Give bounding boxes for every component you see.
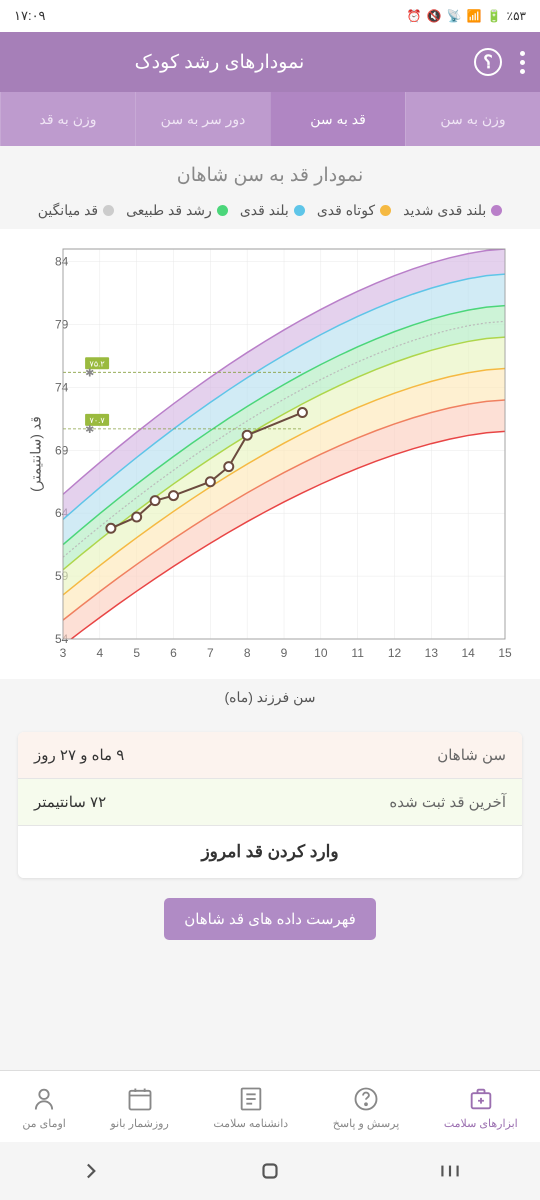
growth-chart[interactable]: قد (سانتیمتر) 54596469747984345678910111… xyxy=(0,229,540,679)
legend-item: قد میانگین xyxy=(38,202,114,219)
svg-text:74: 74 xyxy=(55,380,69,394)
y-axis-label: قد (سانتیمتر) xyxy=(27,416,44,492)
x-axis-label: سن فرزند (ماه) xyxy=(0,679,540,720)
nav-health-tools[interactable]: ابزارهای سلامت xyxy=(444,1084,518,1130)
battery-icon: 🔋 xyxy=(487,9,502,23)
info-card: سن شاهان ۹ ماه و ۲۷ روز آخرین قد ثبت شده… xyxy=(18,732,522,878)
wifi-icon: 📡 xyxy=(447,9,462,23)
recents-button[interactable] xyxy=(437,1158,463,1184)
svg-text:10: 10 xyxy=(314,646,328,660)
chart-title: نمودار قد به سن شاهان xyxy=(0,146,540,197)
home-button[interactable] xyxy=(257,1158,283,1184)
mute-icon: 🔇 xyxy=(427,9,442,23)
svg-text:6: 6 xyxy=(170,646,177,660)
svg-text:5: 5 xyxy=(133,646,140,660)
profile-icon xyxy=(29,1084,59,1114)
svg-text:79: 79 xyxy=(55,317,69,331)
legend-item: کوتاه قدی xyxy=(317,202,391,219)
chart-svg: 545964697479843456789101112131415۷۵.۲✱۷۰… xyxy=(10,239,520,669)
bottom-nav: ابزارهای سلامت پرسش و پاسخ دانشنامه سلام… xyxy=(0,1070,540,1142)
svg-text:9: 9 xyxy=(281,646,288,660)
nav-calendar[interactable]: روزشمار بانو xyxy=(110,1084,168,1130)
alarm-icon: ⏰ xyxy=(407,9,422,23)
app-header: ؟ نمودارهای رشد کودک xyxy=(0,32,540,92)
svg-text:69: 69 xyxy=(55,443,69,457)
calendar-icon xyxy=(125,1084,155,1114)
encyclopedia-icon xyxy=(236,1084,266,1114)
tab-head-age[interactable]: دور سر به سن xyxy=(135,92,270,146)
svg-text:13: 13 xyxy=(425,646,439,660)
system-nav xyxy=(0,1142,540,1200)
data-list-button[interactable]: فهرست داده های قد شاهان xyxy=(164,898,376,940)
svg-text:4: 4 xyxy=(96,646,103,660)
nav-encyclopedia[interactable]: دانشنامه سلامت xyxy=(213,1084,288,1130)
status-indicators: ٪۵۳ 🔋 📶 📡 🔇 ⏰ xyxy=(407,9,526,23)
svg-text:12: 12 xyxy=(388,646,402,660)
tab-weight-height[interactable]: وزن به قد xyxy=(0,92,135,146)
svg-text:7: 7 xyxy=(207,646,214,660)
clock: ۱۷:۰۹ xyxy=(14,8,46,24)
kebab-menu-icon[interactable] xyxy=(520,51,525,74)
health-tools-icon xyxy=(466,1084,496,1114)
svg-text:3: 3 xyxy=(60,646,67,660)
help-icon[interactable]: ؟ xyxy=(474,48,502,76)
signal-icon: 📶 xyxy=(467,9,482,23)
nav-profile[interactable]: اومای من xyxy=(22,1084,66,1130)
battery-text: ٪۵۳ xyxy=(507,9,526,23)
legend-item: بلند قدی xyxy=(240,202,305,219)
svg-text:84: 84 xyxy=(55,255,69,269)
chart-legend: بلند قدی شدید کوتاه قدی بلند قدی رشد قد … xyxy=(0,197,540,229)
svg-text:✱: ✱ xyxy=(85,367,94,379)
svg-text:8: 8 xyxy=(244,646,251,660)
svg-text:11: 11 xyxy=(351,646,364,660)
info-row-last-height: آخرین قد ثبت شده ۷۲ سانتیمتر xyxy=(18,779,522,826)
nav-qa[interactable]: پرسش و پاسخ xyxy=(333,1084,400,1130)
tab-weight-age[interactable]: وزن به سن xyxy=(405,92,540,146)
legend-item: رشد قد طبیعی xyxy=(126,202,228,219)
tab-height-age[interactable]: قد به سن xyxy=(270,92,405,146)
svg-text:15: 15 xyxy=(498,646,512,660)
status-bar: ٪۵۳ 🔋 📶 📡 🔇 ⏰ ۱۷:۰۹ xyxy=(0,0,540,32)
qa-icon xyxy=(351,1084,381,1114)
back-button[interactable] xyxy=(77,1158,103,1184)
page-title: نمودارهای رشد کودک xyxy=(0,51,474,74)
svg-text:14: 14 xyxy=(461,646,475,660)
enter-height-button[interactable]: وارد کردن قد امروز xyxy=(18,826,522,878)
svg-text:✱: ✱ xyxy=(85,424,94,436)
tabs-bar: وزن به سن قد به سن دور سر به سن وزن به ق… xyxy=(0,92,540,146)
info-row-age: سن شاهان ۹ ماه و ۲۷ روز xyxy=(18,732,522,779)
legend-item: بلند قدی شدید xyxy=(403,202,502,219)
